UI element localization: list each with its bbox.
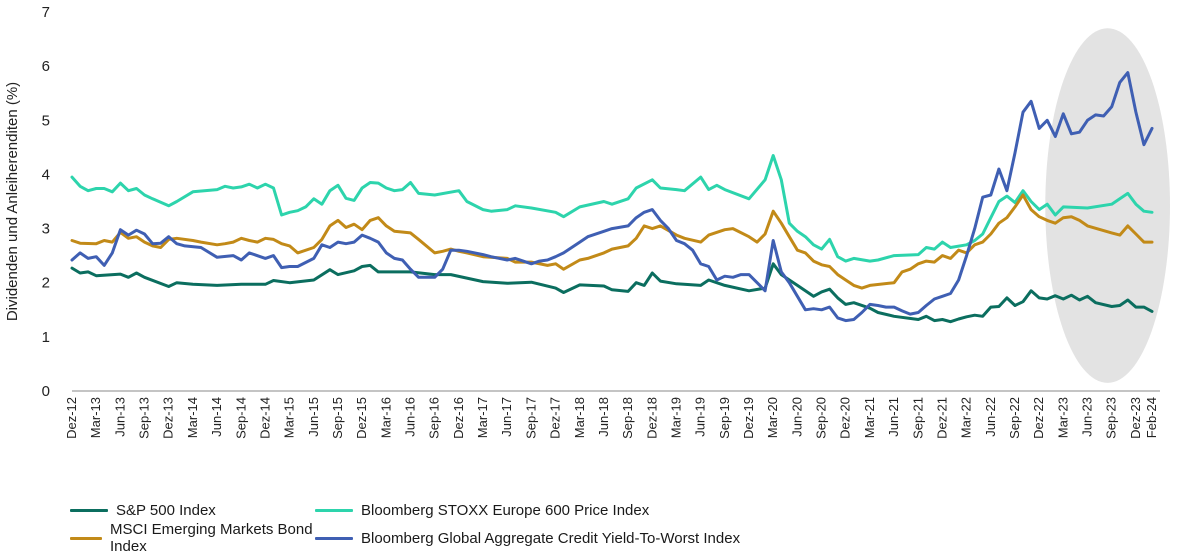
x-tick-label: Mar-14 — [185, 397, 200, 438]
x-tick-label: Sep-23 — [1104, 397, 1119, 439]
x-tick-label: Dez-21 — [934, 397, 949, 439]
x-tick-label: Jun-13 — [112, 397, 127, 437]
legend-label-sp500: S&P 500 Index — [116, 501, 216, 519]
y-tick-label: 1 — [42, 329, 50, 346]
x-tick-label: Sep-13 — [137, 397, 152, 439]
x-tick-label: Sep-21 — [910, 397, 925, 439]
legend-swatch-sp500 — [70, 508, 108, 512]
series-line-1 — [70, 154, 1154, 263]
x-tick-label: Dez-23 — [1128, 397, 1143, 439]
x-tick-label: Sep-22 — [1007, 397, 1022, 439]
x-tick-label: Jun-17 — [499, 397, 514, 437]
x-tick-label: Dez-19 — [741, 397, 756, 439]
legend: S&P 500 Index Bloomberg STOXX Europe 600… — [70, 496, 1070, 555]
legend-swatch-global-agg-credit — [315, 536, 353, 540]
legend-item-msci-em-bond: MSCI Emerging Markets Bond Index — [70, 521, 315, 555]
y-tick-labels: 0 1 2 3 4 5 6 7 — [42, 4, 50, 400]
y-tick-label: 3 — [42, 221, 50, 238]
x-tick-label: Mar-17 — [475, 397, 490, 438]
y-tick-label: 5 — [42, 112, 50, 129]
chart: Dividenden und Anleiherenditen (%) 0 1 2 3 4… — [4, 4, 1171, 439]
x-tick-label: Mar-15 — [282, 397, 297, 438]
series-line-3 — [70, 71, 1154, 323]
legend-label-global-agg-credit: Bloomberg Global Aggregate Credit Yield-… — [361, 529, 741, 547]
x-tick-label: Mar-23 — [1055, 397, 1070, 438]
legend-row: MSCI Emerging Markets Bond Index Bloombe… — [70, 521, 1070, 555]
y-axis-label: Dividenden und Anleiherenditen (%) — [4, 82, 21, 321]
x-tick-label: Mar-13 — [88, 397, 103, 438]
x-tick-label: Dez-13 — [161, 397, 176, 439]
x-tick-label: Jun-15 — [306, 397, 321, 437]
legend-item-stoxx600: Bloomberg STOXX Europe 600 Price Index — [315, 502, 649, 519]
x-tick-label: Sep-14 — [233, 397, 248, 439]
x-tick-label: Jun-14 — [209, 397, 224, 437]
y-tick-label: 7 — [42, 4, 50, 21]
legend-swatch-msci-em-bond — [70, 536, 102, 540]
x-tick-label: Sep-19 — [717, 397, 732, 439]
x-tick-label: Dez-20 — [838, 397, 853, 439]
x-tick-label: Jun-18 — [596, 397, 611, 437]
x-tick-label: Jun-19 — [693, 397, 708, 437]
x-tick-label: Jun-20 — [789, 397, 804, 437]
legend-swatch-stoxx600 — [315, 508, 353, 512]
x-tick-label: Jun-22 — [983, 397, 998, 437]
x-tick-label: Dez-14 — [257, 397, 272, 439]
x-tick-label: Sep-16 — [427, 397, 442, 439]
x-tick-label: Jun-16 — [403, 397, 418, 437]
x-tick-label: Mar-22 — [959, 397, 974, 438]
x-tick-label: Dez-12 — [64, 397, 79, 439]
x-tick-label: Dez-15 — [354, 397, 369, 439]
y-tick-label: 6 — [42, 58, 50, 75]
series-line-0 — [70, 262, 1154, 324]
x-tick-label: Jun-21 — [886, 397, 901, 437]
x-tick-label: Jun-23 — [1080, 397, 1095, 437]
x-tick-label: Mar-18 — [572, 397, 587, 438]
legend-label-stoxx600: Bloomberg STOXX Europe 600 Price Index — [361, 501, 650, 519]
y-tick-label: 0 — [42, 383, 50, 400]
x-tick-label: Dez-17 — [548, 397, 563, 439]
y-tick-label: 4 — [42, 166, 50, 183]
x-tick-label: Dez-22 — [1031, 397, 1046, 439]
x-tick-label: Sep-17 — [523, 397, 538, 439]
x-tick-label: Mar-19 — [669, 397, 684, 438]
x-tick-label: Sep-15 — [330, 397, 345, 439]
legend-label-msci-em-bond: MSCI Emerging Markets Bond Index — [110, 521, 313, 555]
x-tick-label: Mar-20 — [765, 397, 780, 438]
x-tick-label: Dez-16 — [451, 397, 466, 439]
x-tick-label: Sep-18 — [620, 397, 635, 439]
x-tick-label: Mar-16 — [378, 397, 393, 438]
x-tick-labels: Dez-12 Mar-13 Jun-13 Sep-13 Dez-13 Mar-14 Jun-… — [64, 397, 1159, 439]
x-tick-label: Dez-18 — [644, 397, 659, 439]
legend-item-global-agg-credit: Bloomberg Global Aggregate Credit Yield-… — [315, 530, 740, 547]
legend-item-sp500: S&P 500 Index — [70, 502, 315, 519]
x-tick-label: Mar-21 — [862, 397, 877, 438]
legend-row: S&P 500 Index Bloomberg STOXX Europe 600… — [70, 496, 1070, 524]
x-tick-label: Feb-24 — [1144, 397, 1159, 438]
x-tick-label: Sep-20 — [814, 397, 829, 439]
y-tick-label: 2 — [42, 275, 50, 292]
series-line-2 — [70, 193, 1154, 290]
series-lines — [70, 71, 1154, 324]
